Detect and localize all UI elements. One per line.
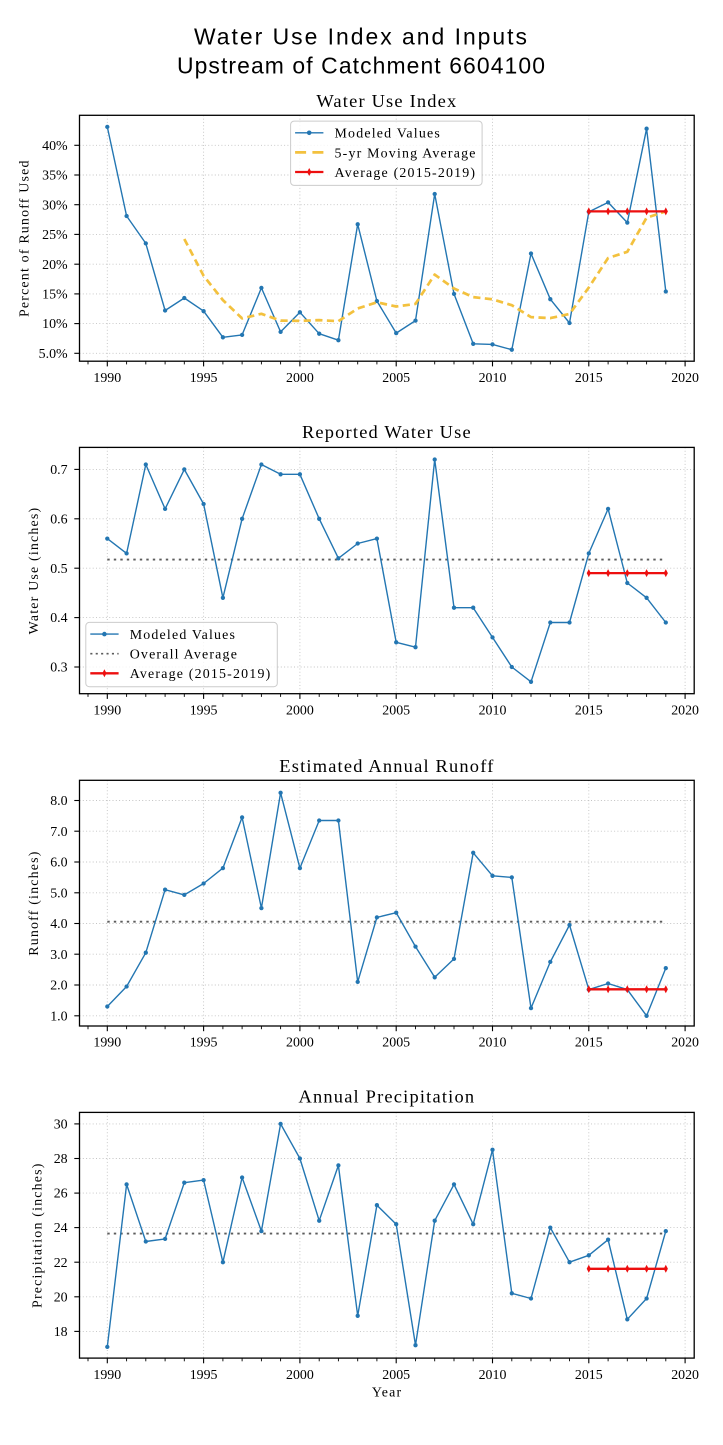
- svg-text:Precipitation (inches): Precipitation (inches): [31, 1162, 46, 1308]
- svg-text:3.0: 3.0: [50, 948, 67, 963]
- svg-text:8.0: 8.0: [50, 794, 67, 809]
- svg-text:1995: 1995: [190, 703, 218, 718]
- svg-text:Water Use (inches): Water Use (inches): [27, 507, 42, 635]
- svg-text:2010: 2010: [479, 703, 507, 718]
- svg-text:22: 22: [54, 1256, 68, 1271]
- svg-text:20%: 20%: [42, 258, 68, 273]
- svg-text:5.0: 5.0: [50, 886, 67, 901]
- svg-text:2015: 2015: [575, 703, 603, 718]
- svg-text:1990: 1990: [93, 1036, 121, 1051]
- svg-text:2020: 2020: [671, 371, 699, 386]
- svg-text:Modeled Values: Modeled Values: [130, 628, 236, 643]
- svg-text:40%: 40%: [42, 139, 68, 154]
- svg-text:1990: 1990: [93, 1368, 121, 1383]
- svg-text:Reported Water Use: Reported Water Use: [302, 422, 472, 442]
- svg-text:1.0: 1.0: [50, 1009, 67, 1024]
- svg-text:Runoff (inches): Runoff (inches): [27, 850, 42, 955]
- svg-text:Water Use Index and Inputs: Water Use Index and Inputs: [194, 24, 529, 50]
- svg-text:Annual Precipitation: Annual Precipitation: [299, 1087, 476, 1107]
- svg-text:20: 20: [54, 1290, 68, 1305]
- svg-text:2015: 2015: [575, 371, 603, 386]
- svg-text:Water Use Index: Water Use Index: [316, 91, 457, 111]
- svg-text:Modeled Values: Modeled Values: [335, 127, 441, 142]
- svg-text:10%: 10%: [42, 317, 68, 332]
- svg-text:5-yr Moving Average: 5-yr Moving Average: [335, 146, 477, 161]
- svg-text:Upstream of Catchment 6604100: Upstream of Catchment 6604100: [177, 53, 546, 79]
- svg-text:2020: 2020: [671, 1036, 699, 1051]
- svg-text:26: 26: [54, 1187, 68, 1202]
- svg-text:6.0: 6.0: [50, 856, 67, 871]
- svg-text:2020: 2020: [671, 703, 699, 718]
- svg-text:2015: 2015: [575, 1368, 603, 1383]
- svg-text:2005: 2005: [382, 703, 410, 718]
- svg-text:2010: 2010: [479, 1036, 507, 1051]
- svg-text:1995: 1995: [190, 1368, 218, 1383]
- svg-text:24: 24: [54, 1221, 68, 1236]
- svg-text:Percent of Runoff Used: Percent of Runoff Used: [18, 159, 33, 317]
- svg-text:35%: 35%: [42, 169, 68, 184]
- svg-text:2000: 2000: [286, 1368, 314, 1383]
- svg-text:28: 28: [54, 1152, 68, 1167]
- svg-text:4.0: 4.0: [50, 917, 67, 932]
- svg-text:5.0%: 5.0%: [39, 347, 68, 362]
- svg-text:2000: 2000: [286, 371, 314, 386]
- svg-text:30: 30: [54, 1118, 68, 1133]
- svg-text:2000: 2000: [286, 1036, 314, 1051]
- svg-text:2005: 2005: [382, 1368, 410, 1383]
- svg-text:25%: 25%: [42, 228, 68, 243]
- svg-text:0.7: 0.7: [50, 463, 67, 478]
- svg-text:Average (2015-2019): Average (2015-2019): [130, 667, 272, 682]
- svg-text:0.6: 0.6: [50, 512, 67, 527]
- svg-text:1990: 1990: [93, 371, 121, 386]
- svg-text:1995: 1995: [190, 1036, 218, 1051]
- svg-text:0.4: 0.4: [50, 611, 67, 626]
- svg-text:0.5: 0.5: [50, 562, 67, 577]
- svg-text:30%: 30%: [42, 198, 68, 213]
- svg-text:2.0: 2.0: [50, 979, 67, 994]
- svg-text:1990: 1990: [93, 703, 121, 718]
- svg-text:2005: 2005: [382, 371, 410, 386]
- svg-text:0.3: 0.3: [50, 661, 67, 676]
- svg-text:18: 18: [54, 1325, 68, 1340]
- svg-text:15%: 15%: [42, 288, 68, 303]
- svg-text:Average (2015-2019): Average (2015-2019): [335, 166, 477, 181]
- svg-text:Overall Average: Overall Average: [130, 648, 238, 663]
- svg-text:2005: 2005: [382, 1036, 410, 1051]
- svg-text:Estimated Annual Runoff: Estimated Annual Runoff: [279, 756, 494, 776]
- svg-text:Year: Year: [372, 1386, 402, 1401]
- svg-text:2015: 2015: [575, 1036, 603, 1051]
- svg-text:2010: 2010: [479, 371, 507, 386]
- svg-text:2000: 2000: [286, 703, 314, 718]
- svg-text:2010: 2010: [479, 1368, 507, 1383]
- svg-text:1995: 1995: [190, 371, 218, 386]
- svg-text:7.0: 7.0: [50, 825, 67, 840]
- svg-text:2020: 2020: [671, 1368, 699, 1383]
